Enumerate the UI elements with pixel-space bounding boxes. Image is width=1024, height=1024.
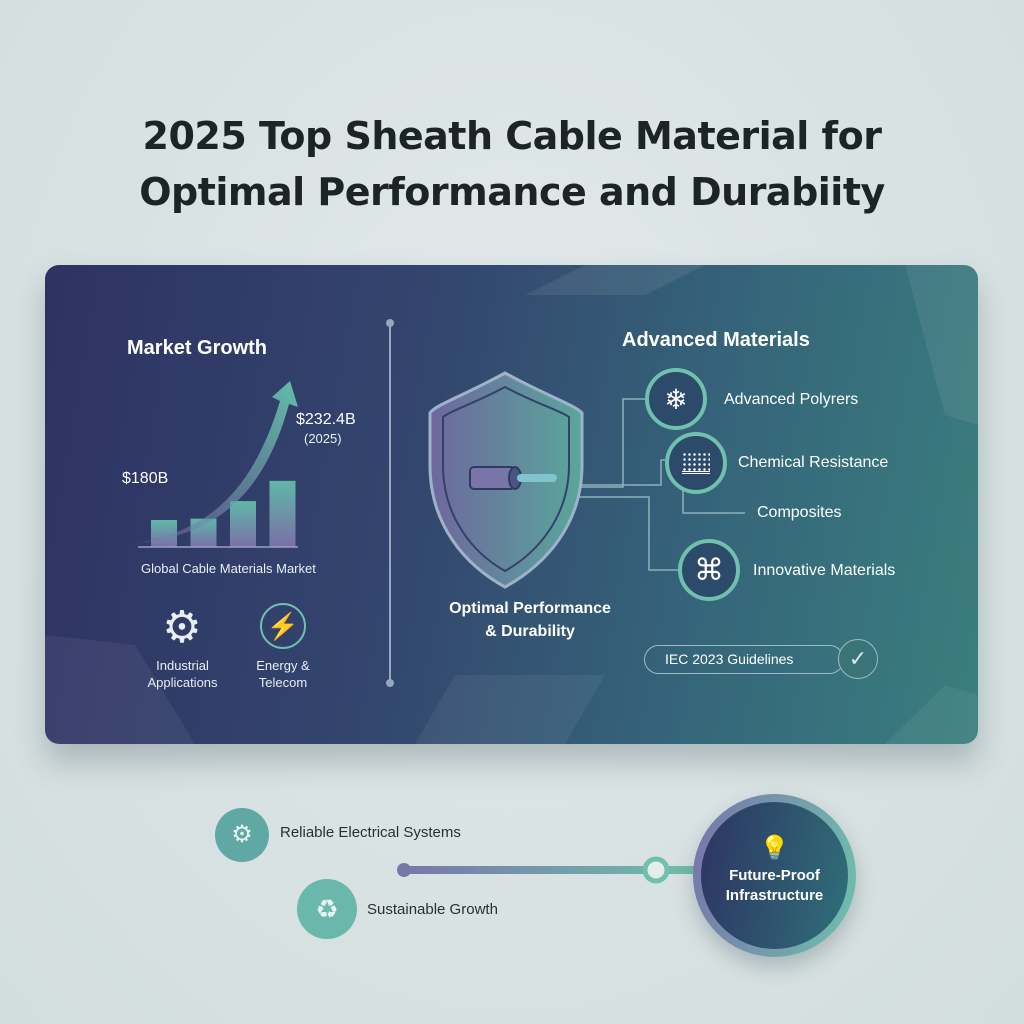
center-label-2: & Durability bbox=[485, 623, 575, 640]
materials-heading: Advanced Materials bbox=[622, 329, 810, 351]
center-label-1: Optimal Performance bbox=[449, 600, 611, 617]
check-icon: ✓ bbox=[838, 639, 878, 679]
iec-badge-label: IEC 2023 Guidelines bbox=[665, 651, 794, 667]
market-bar bbox=[230, 501, 256, 547]
end-value: $232.4B bbox=[296, 411, 356, 428]
material-item: Innovative Materials bbox=[753, 562, 896, 579]
goal-line-1: Future-Proof bbox=[729, 867, 820, 884]
snowflake-icon: ❄ bbox=[645, 368, 707, 430]
sustainable-gear-icon: ♻ bbox=[297, 879, 357, 939]
card-decor bbox=[45, 265, 978, 744]
page-title: 2025 Top Sheath Cable Material for Optim… bbox=[0, 108, 1024, 220]
chart-caption: Global Cable Materials Market bbox=[141, 561, 316, 576]
market-bar bbox=[151, 520, 177, 547]
market-bar bbox=[269, 480, 296, 547]
app-industrial: Industrial Applications bbox=[147, 658, 218, 690]
knot-icon: ⌘ bbox=[678, 539, 740, 601]
gear-icon: ⚙ bbox=[162, 603, 202, 652]
end-year: (2025) bbox=[304, 431, 342, 446]
material-item: Chemical Resistance bbox=[738, 454, 889, 471]
title-line-2: Optimal Performance and Durabiity bbox=[139, 170, 885, 214]
material-item: Advanced Polyrers bbox=[724, 391, 859, 408]
goal-line-2: Infrastructure bbox=[725, 887, 824, 904]
lightbulb-icon: 💡 bbox=[759, 835, 790, 862]
market-bar-chart bbox=[151, 480, 296, 547]
material-item: Composites bbox=[757, 504, 842, 521]
market-heading: Market Growth bbox=[127, 337, 268, 359]
future-proof-goal: 💡 Future-Proof Infrastructure bbox=[693, 794, 856, 957]
texture-layer-icon bbox=[665, 432, 727, 494]
electrical-system-icon: ⚙ bbox=[215, 808, 269, 862]
main-card: Market Growth $232.4B (2025) $180B Globa… bbox=[45, 265, 978, 744]
growth-arrow-icon bbox=[138, 381, 298, 543]
app-energy: Energy & Telecom bbox=[256, 658, 310, 690]
title-line-1: 2025 Top Sheath Cable Material for bbox=[142, 114, 882, 158]
benefit-reliable: Reliable Electrical Systems bbox=[280, 824, 461, 841]
lightning-icon: ⚡ bbox=[260, 603, 306, 649]
benefit-sustainable: Sustainable Growth bbox=[367, 901, 498, 918]
start-value: $180B bbox=[122, 470, 169, 487]
center-label: Optimal Performance & Durability bbox=[405, 597, 655, 643]
